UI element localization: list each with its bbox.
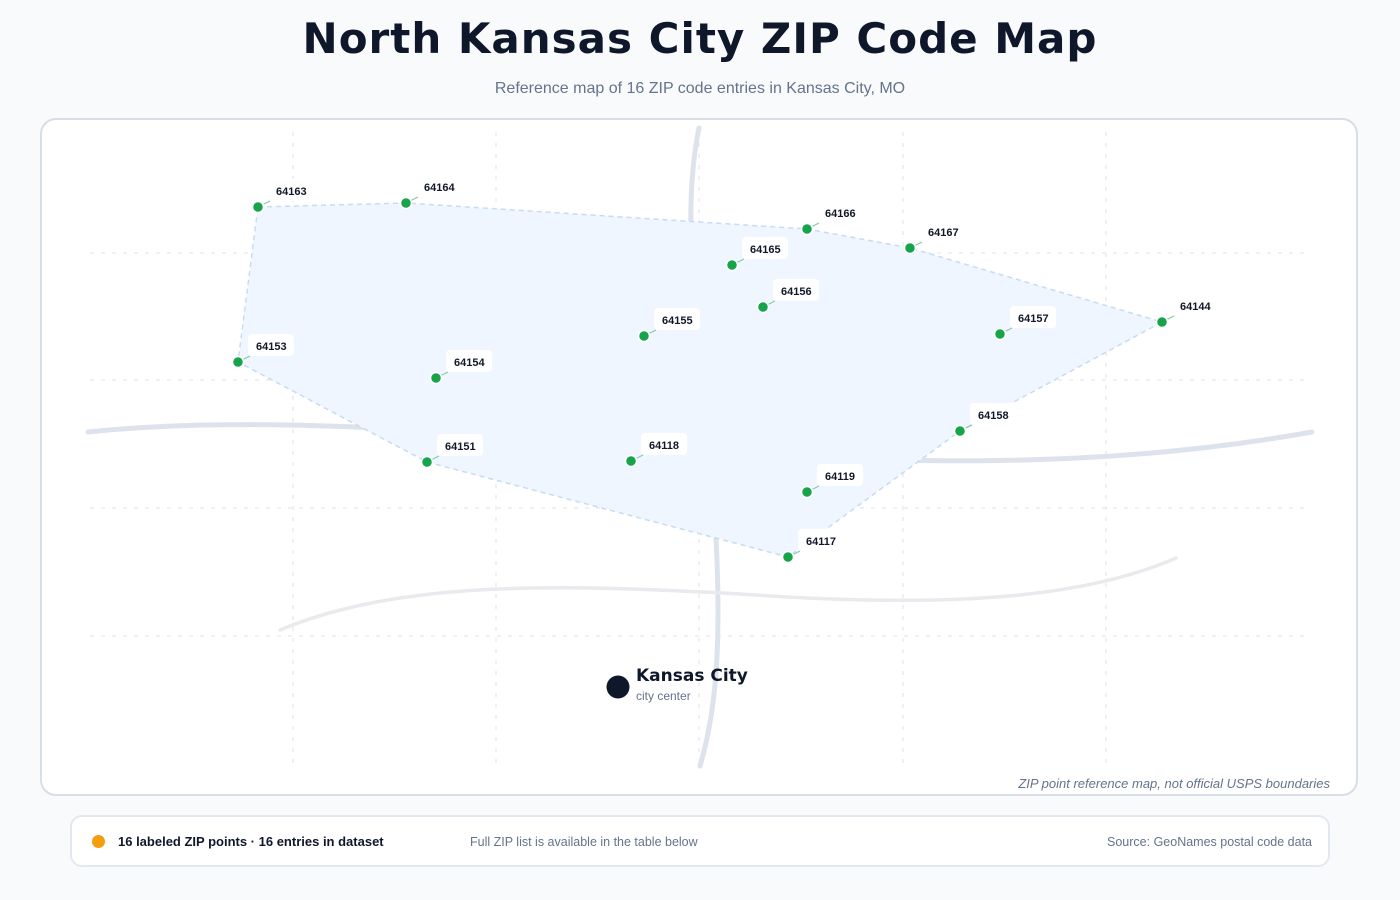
zip-point-dot[interactable] (800, 485, 814, 499)
zip-point-dot[interactable] (624, 454, 638, 468)
zip-point-dot[interactable] (800, 222, 814, 236)
zip-point-dot[interactable] (993, 327, 1007, 341)
map-disclaimer: ZIP point reference map, not official US… (1018, 776, 1330, 791)
zip-label: 64144 (1180, 301, 1211, 313)
zip-points-layer: 64163 64164 64166 64167 64165 64156 64144 64157… (231, 175, 1219, 564)
zip-map[interactable]: 64163 64164 64166 64167 64165 64156 64144 64157… (40, 118, 1358, 796)
zip-label-background (416, 175, 462, 197)
city-name: Kansas City (636, 666, 748, 686)
zip-label-background (641, 433, 687, 455)
zip-marker-64119[interactable]: 64119 (800, 464, 864, 499)
zip-point-dot[interactable] (756, 300, 770, 314)
zip-marker-64151[interactable]: 64151 (420, 434, 484, 469)
zip-marker-64144[interactable]: 64144 (1155, 294, 1219, 329)
zip-count-summary: 16 labeled ZIP points · 16 entries in da… (118, 834, 384, 849)
zip-label-background (817, 201, 863, 223)
zip-label: 64156 (781, 286, 812, 298)
zip-point-dot[interactable] (637, 329, 651, 343)
zip-point-dot[interactable] (953, 424, 967, 438)
zip-label-background (437, 434, 483, 456)
zip-label: 64157 (1018, 313, 1049, 325)
zip-marker-64117[interactable]: 64117 (781, 529, 845, 564)
table-note: Full ZIP list is available in the table … (470, 835, 698, 849)
zip-label-background (446, 350, 492, 372)
zip-marker-64164[interactable]: 64164 (399, 175, 463, 210)
city-caption: city center (636, 689, 691, 703)
zip-label-background (268, 179, 314, 201)
zip-point-dot[interactable] (903, 241, 917, 255)
zip-label: 64166 (825, 208, 856, 220)
zip-label: 64163 (276, 186, 307, 198)
zip-label-background (654, 308, 700, 330)
zip-marker-64155[interactable]: 64155 (637, 308, 701, 343)
zip-label: 64165 (750, 244, 781, 256)
zip-label: 64154 (454, 357, 485, 369)
zip-label: 64164 (424, 182, 455, 194)
zip-marker-64167[interactable]: 64167 (903, 220, 967, 255)
zip-marker-64157[interactable]: 64157 (993, 306, 1057, 341)
zip-marker-64156[interactable]: 64156 (756, 279, 820, 314)
zip-label: 64158 (978, 410, 1009, 422)
zip-label: 64151 (445, 441, 476, 453)
zip-marker-64118[interactable]: 64118 (624, 433, 688, 468)
zip-label-background (798, 529, 844, 551)
zip-coverage-area (237, 202, 1164, 558)
zip-label-background (742, 237, 788, 259)
zip-marker-64153[interactable]: 64153 (231, 334, 295, 369)
legend-dot-icon (92, 835, 105, 848)
zip-marker-64163[interactable]: 64163 (251, 179, 315, 214)
zip-label-background (773, 279, 819, 301)
city-center-dot (606, 675, 630, 699)
map-footer: 16 labeled ZIP points · 16 entries in da… (70, 815, 1330, 867)
zip-label-background (817, 464, 863, 486)
zip-label: 64155 (662, 315, 693, 327)
zip-label: 64167 (928, 227, 959, 239)
zip-point-dot[interactable] (251, 200, 265, 214)
zip-label-background (920, 220, 966, 242)
page-title: North Kansas City ZIP Code Map (302, 14, 1098, 63)
city-center-marker[interactable]: Kansas City city center (606, 666, 748, 703)
zip-point-dot[interactable] (399, 196, 413, 210)
page-subtitle: Reference map of 16 ZIP code entries in … (494, 80, 906, 97)
zip-label: 64117 (806, 536, 836, 548)
zip-marker-64154[interactable]: 64154 (429, 350, 493, 385)
data-source: Source: GeoNames postal code data (1107, 835, 1312, 849)
zip-label-background (970, 403, 1016, 425)
zip-label: 64118 (649, 440, 679, 452)
zip-point-dot[interactable] (725, 258, 739, 272)
zip-marker-64165[interactable]: 64165 (725, 237, 789, 272)
zip-point-dot[interactable] (429, 371, 443, 385)
zip-label-background (1010, 306, 1056, 328)
river (278, 556, 1178, 632)
zip-marker-64166[interactable]: 64166 (800, 201, 864, 236)
zip-label-background (248, 334, 294, 356)
zip-label: 64153 (256, 341, 287, 353)
zip-point-dot[interactable] (420, 455, 434, 469)
zip-point-dot[interactable] (1155, 315, 1169, 329)
zip-label-background (1172, 294, 1218, 316)
zip-marker-64158[interactable]: 64158 (953, 403, 1017, 438)
zip-label: 64119 (825, 471, 855, 483)
zip-point-dot[interactable] (231, 355, 245, 369)
zip-point-dot[interactable] (781, 550, 795, 564)
